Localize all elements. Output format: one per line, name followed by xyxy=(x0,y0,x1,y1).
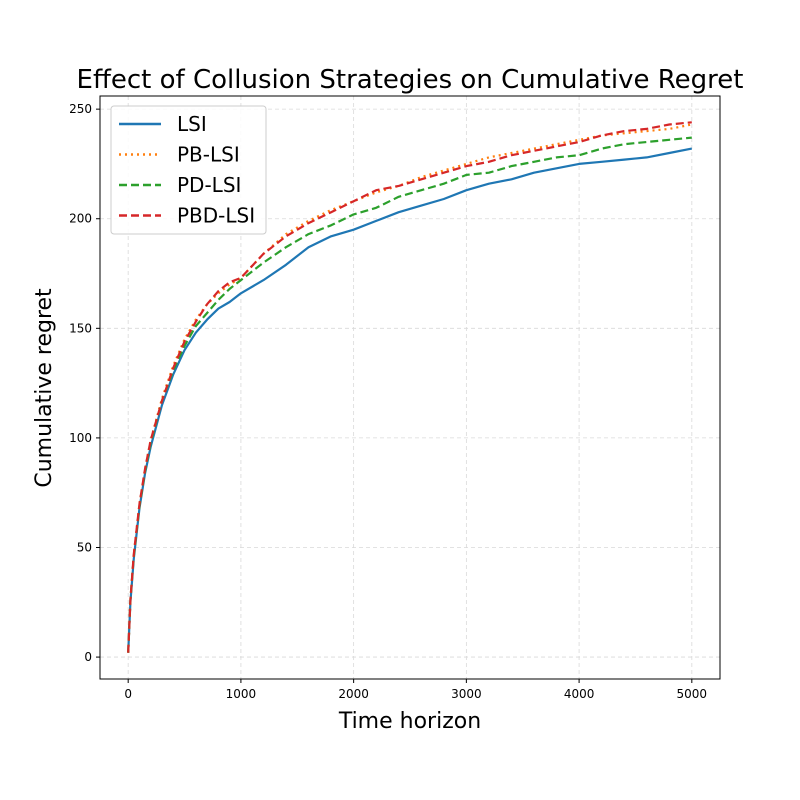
series-line-pbd-lsi xyxy=(127,121,692,653)
x-tick-label: 1000 xyxy=(226,687,257,701)
x-axis-title: Time horizon xyxy=(338,709,481,734)
x-tick-label: 0 xyxy=(124,687,132,701)
x-tick-label: 4000 xyxy=(564,687,595,701)
legend-label-lsi: LSI xyxy=(177,112,207,136)
legend-box xyxy=(110,105,267,235)
x-tick-label: 2000 xyxy=(338,687,369,701)
x-tick-label: 3000 xyxy=(451,687,482,701)
chart-title: Effect of Collusion Strategies on Cumula… xyxy=(77,65,744,95)
y-tick-label: 50 xyxy=(77,540,92,554)
legend-label-pb-lsi: PB-LSI xyxy=(177,143,240,167)
y-axis-title: Cumulative regret xyxy=(32,288,57,488)
y-tick-label: 150 xyxy=(69,321,92,335)
legend: LSI PB-LSI PD-LSI PBD-LSI xyxy=(110,105,267,235)
ticks: 0 1000 2000 3000 4000 5000 0 50 100 150 200 250 xyxy=(69,102,707,701)
series-line-lsi xyxy=(127,147,693,653)
y-tick-label: 100 xyxy=(69,431,92,445)
grid xyxy=(100,96,720,679)
series-group xyxy=(127,121,693,653)
legend-label-pd-lsi: PD-LSI xyxy=(177,173,241,197)
y-tick-label: 250 xyxy=(69,102,92,116)
y-tick-label: 0 xyxy=(84,650,92,664)
x-tick-label: 5000 xyxy=(677,687,708,701)
y-tick-label: 200 xyxy=(69,212,92,226)
plot-frame xyxy=(99,95,721,680)
legend-label-pbd-lsi: PBD-LSI xyxy=(177,204,255,228)
